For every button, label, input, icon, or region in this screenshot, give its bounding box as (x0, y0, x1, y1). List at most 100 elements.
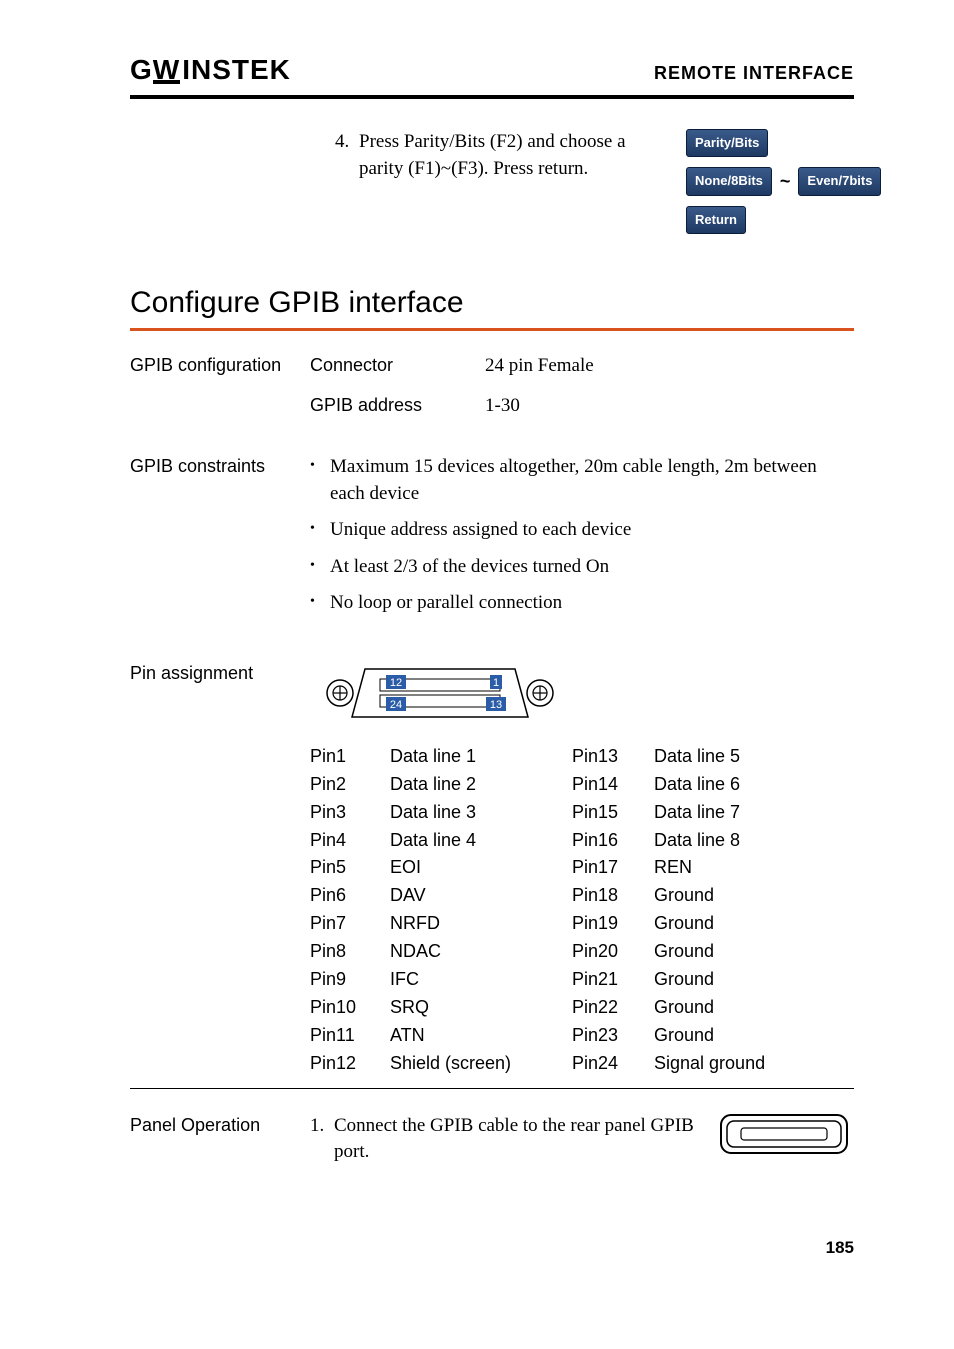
pin-col-left-desc: Data line 1Data line 2Data line 3Data li… (390, 743, 560, 1078)
pin-name: Pin12 (310, 1050, 378, 1078)
pin-name: Pin8 (310, 938, 378, 966)
pin-name: Pin20 (572, 938, 642, 966)
pin-desc: NRFD (390, 910, 560, 938)
svg-text:12: 12 (390, 677, 402, 689)
orange-rule (130, 328, 854, 331)
constraints-label: GPIB constraints (130, 454, 310, 479)
return-button[interactable]: Return (686, 206, 746, 234)
gpib-constraints-row: GPIB constraints Maximum 15 devices alto… (130, 454, 854, 627)
step-number: 4. (335, 129, 359, 234)
pin-name: Pin22 (572, 994, 642, 1022)
pin-desc: Data line 1 (390, 743, 560, 771)
pin-name: Pin7 (310, 910, 378, 938)
pin-assignment-row: Pin assignment 12 (130, 661, 854, 1078)
pin-name: Pin24 (572, 1050, 642, 1078)
pin-desc: Ground (654, 994, 854, 1022)
pin-name: Pin5 (310, 854, 378, 882)
constraint-item: At least 2/3 of the devices turned On (310, 554, 854, 581)
pin-name: Pin3 (310, 799, 378, 827)
pin-desc: Data line 4 (390, 827, 560, 855)
step-buttons: Parity/Bits None/8Bits ~ Even/7bits Retu… (686, 129, 854, 234)
pin-desc: REN (654, 854, 854, 882)
step-spacer (130, 129, 335, 234)
pin-desc: Ground (654, 1022, 854, 1050)
pin-desc: NDAC (390, 938, 560, 966)
pin-desc: EOI (390, 854, 560, 882)
pin-desc: Shield (screen) (390, 1050, 560, 1078)
brand-instek: INSTEK (182, 50, 291, 89)
thin-rule (130, 1088, 854, 1089)
constraints-list: Maximum 15 devices altogether, 20m cable… (310, 454, 854, 617)
pin-name: Pin23 (572, 1022, 642, 1050)
step-4-block: 4. Press Parity/Bits (F2) and choose a p… (130, 129, 854, 234)
pin-desc: Ground (654, 910, 854, 938)
pin-desc: ATN (390, 1022, 560, 1050)
pin-name: Pin1 (310, 743, 378, 771)
even-7bits-button[interactable]: Even/7bits (798, 167, 881, 195)
none-8bits-button[interactable]: None/8Bits (686, 167, 772, 195)
parity-bits-button[interactable]: Parity/Bits (686, 129, 768, 157)
svg-text:24: 24 (390, 699, 402, 711)
pin-name: Pin4 (310, 827, 378, 855)
pin-diagram: 12 1 24 13 (310, 661, 854, 725)
pin-desc: SRQ (390, 994, 560, 1022)
section-title: REMOTE INTERFACE (654, 61, 854, 86)
configure-heading: Configure GPIB interface (130, 282, 854, 324)
pin-name: Pin19 (572, 910, 642, 938)
gpib-config-label: GPIB configuration (130, 353, 310, 378)
page-number: 185 (130, 1236, 854, 1260)
pin-name: Pin6 (310, 882, 378, 910)
pin-table: Pin1Pin2Pin3Pin4Pin5Pin6Pin7Pin8Pin9Pin1… (310, 743, 854, 1078)
connector-label: Connector (310, 353, 485, 378)
pin-desc: Data line 2 (390, 771, 560, 799)
pin-desc: Data line 8 (654, 827, 854, 855)
panel-operation-row: Panel Operation 1. Connect the GPIB cabl… (130, 1113, 854, 1166)
gpib-address-label: GPIB address (310, 393, 485, 418)
pin-name: Pin16 (572, 827, 642, 855)
panel-step-text: Connect the GPIB cable to the rear panel… (334, 1113, 714, 1166)
pin-col-right-names: Pin13Pin14Pin15Pin16Pin17Pin18Pin19Pin20… (572, 743, 642, 1078)
gpib-address-value: 1-30 (485, 393, 854, 420)
pin-desc: Data line 7 (654, 799, 854, 827)
pin-desc: Ground (654, 966, 854, 994)
pin-name: Pin14 (572, 771, 642, 799)
svg-text:1: 1 (493, 677, 499, 689)
gpib-port-icon (714, 1113, 854, 1155)
pin-name: Pin10 (310, 994, 378, 1022)
brand-g: G (130, 50, 153, 89)
pin-name: Pin2 (310, 771, 378, 799)
brand-w: W (153, 60, 180, 84)
pin-desc: Data line 3 (390, 799, 560, 827)
gpib-config-row-1: GPIB configuration Connector 24 pin Fema… (130, 353, 854, 380)
step-text-wrap: 4. Press Parity/Bits (F2) and choose a p… (335, 129, 686, 234)
pin-name: Pin21 (572, 966, 642, 994)
pin-desc: Data line 5 (654, 743, 854, 771)
svg-text:13: 13 (490, 699, 502, 711)
pin-desc: Signal ground (654, 1050, 854, 1078)
pin-name: Pin15 (572, 799, 642, 827)
pin-desc: Ground (654, 938, 854, 966)
constraint-item: Unique address assigned to each device (310, 517, 854, 544)
pin-name: Pin9 (310, 966, 378, 994)
pin-name: Pin11 (310, 1022, 378, 1050)
panel-operation-label: Panel Operation (130, 1113, 310, 1138)
pin-desc: Ground (654, 882, 854, 910)
connector-value: 24 pin Female (485, 353, 854, 380)
pin-col-right-desc: Data line 5Data line 6Data line 7Data li… (654, 743, 854, 1078)
gpib-config-row-2: GPIB address 1-30 (130, 393, 854, 420)
pin-name: Pin13 (572, 743, 642, 771)
page-header: GWINSTEK REMOTE INTERFACE (130, 50, 854, 99)
pin-desc: DAV (390, 882, 560, 910)
pin-col-left-names: Pin1Pin2Pin3Pin4Pin5Pin6Pin7Pin8Pin9Pin1… (310, 743, 378, 1078)
pin-name: Pin18 (572, 882, 642, 910)
step-body: Press Parity/Bits (F2) and choose a pari… (359, 129, 686, 234)
tilde-separator: ~ (780, 169, 791, 194)
constraint-item: No loop or parallel connection (310, 590, 854, 617)
connector-diagram-icon: 12 1 24 13 (310, 661, 570, 725)
panel-step-number: 1. (310, 1113, 334, 1166)
pin-name: Pin17 (572, 854, 642, 882)
pin-desc: Data line 6 (654, 771, 854, 799)
brand-logo: GWINSTEK (130, 50, 291, 89)
constraint-item: Maximum 15 devices altogether, 20m cable… (310, 454, 854, 507)
pin-desc: IFC (390, 966, 560, 994)
